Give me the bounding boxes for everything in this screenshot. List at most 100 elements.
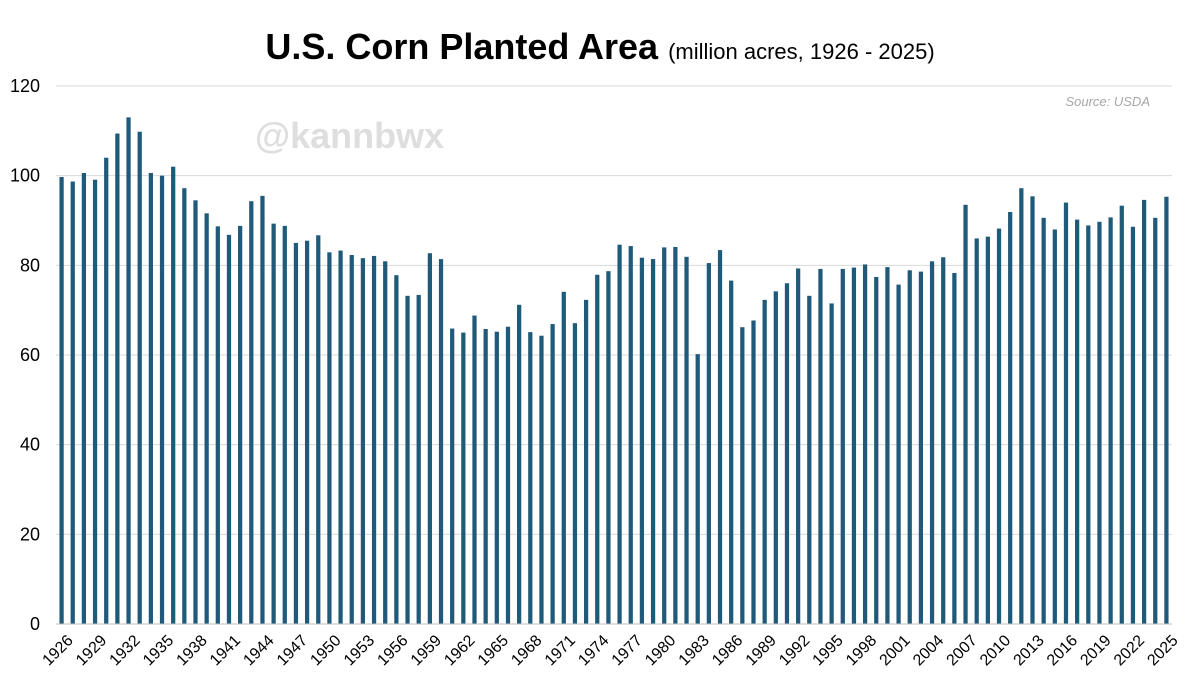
bar-1930 [104, 157, 109, 625]
x-tick-label: 2013 [1010, 632, 1047, 669]
bar-1940 [215, 226, 220, 624]
bar-1988 [751, 320, 756, 624]
bar-1980 [662, 247, 667, 624]
bar-1991 [784, 283, 790, 624]
y-tick-label: 0 [30, 614, 40, 634]
x-tick-label: 1992 [776, 632, 813, 669]
x-tick-label: 1962 [441, 632, 478, 669]
x-tick-label: 1953 [341, 632, 378, 669]
gridlines [56, 85, 1172, 535]
y-tick-label: 100 [10, 166, 40, 186]
bar-1938 [193, 200, 198, 624]
x-tick-label: 1929 [73, 632, 110, 669]
bar-2008 [974, 238, 979, 624]
bar-2018 [1086, 225, 1091, 624]
bar-1964 [483, 329, 488, 624]
bar-1981 [673, 246, 678, 624]
bar-1989 [762, 299, 767, 624]
bar-1953 [360, 258, 366, 624]
x-tick-label: 1926 [40, 632, 77, 669]
bar-2020 [1108, 217, 1113, 625]
y-tick-label: 80 [20, 255, 40, 275]
x-tick-label: 1974 [575, 632, 612, 669]
bar-2022 [1130, 226, 1136, 624]
bar-1951 [338, 250, 343, 625]
bar-1975 [606, 271, 611, 624]
bar-1958 [416, 294, 421, 624]
bar-2004 [929, 261, 935, 624]
chart-title-block: U.S. Corn Planted Area (million acres, 19… [0, 26, 1200, 68]
bar-2012 [1019, 188, 1024, 624]
bar-1974 [595, 274, 600, 624]
bar-1977 [628, 246, 633, 624]
bars [59, 117, 1169, 625]
bar-1962 [461, 332, 466, 624]
bar-1997 [851, 267, 857, 624]
bar-1966 [505, 326, 511, 624]
bar-1931 [115, 133, 120, 624]
x-tick-label: 1995 [810, 632, 847, 669]
bar-2000 [885, 267, 890, 624]
bar-1985 [717, 250, 723, 624]
bar-2009 [985, 236, 990, 624]
bar-1968 [528, 332, 533, 624]
bar-1969 [539, 335, 544, 624]
bar-1959 [427, 253, 432, 625]
bar-1990 [773, 291, 778, 624]
bar-1998 [862, 264, 868, 624]
bar-2017 [1075, 219, 1080, 624]
bar-2016 [1063, 202, 1069, 624]
bar-1992 [796, 268, 801, 624]
bar-2001 [896, 284, 901, 624]
bar-2011 [1008, 211, 1013, 625]
bar-2002 [907, 270, 912, 624]
bar-1942 [238, 225, 243, 624]
bar-1973 [583, 299, 589, 624]
bar-1986 [729, 280, 734, 624]
x-tick-label: 1944 [240, 632, 277, 669]
x-tick-label: 1932 [107, 632, 144, 669]
bar-1984 [706, 263, 711, 624]
bar-2005 [941, 257, 946, 624]
bar-2013 [1030, 196, 1035, 625]
bar-1976 [617, 244, 622, 624]
bar-2025 [1164, 196, 1169, 625]
y-tick-label: 20 [20, 524, 40, 544]
bar-2019 [1097, 221, 1102, 624]
bar-1944 [260, 195, 265, 624]
x-tick-label: 1935 [140, 632, 177, 669]
bar-1957 [405, 295, 410, 624]
x-tick-label: 2022 [1111, 632, 1148, 669]
y-tick-label: 40 [20, 435, 40, 455]
x-tick-label: 2001 [877, 632, 914, 669]
bar-2014 [1041, 217, 1046, 624]
x-tick-label: 1956 [374, 632, 411, 669]
bar-1954 [371, 255, 377, 625]
bar-2007 [963, 204, 968, 624]
x-tick-label: 1941 [207, 632, 244, 669]
bar-1996 [840, 268, 845, 624]
bar-1927 [70, 181, 75, 624]
x-tick-label: 1959 [408, 632, 445, 669]
bar-2003 [918, 271, 924, 624]
bar-1983 [695, 354, 700, 624]
bar-1995 [829, 303, 834, 624]
bar-1967 [517, 304, 522, 624]
y-axis-tick-labels: 0 20 40 60 80 100 120 [10, 76, 40, 634]
y-tick-label: 60 [20, 345, 40, 365]
bar-1987 [740, 327, 745, 624]
x-tick-label: 1968 [508, 632, 545, 669]
bar-1939 [204, 213, 209, 624]
bar-1950 [327, 252, 332, 624]
x-tick-label: 1950 [307, 632, 344, 669]
x-tick-label: 2004 [910, 632, 947, 669]
bar-1961 [450, 328, 455, 624]
x-tick-label: 2007 [944, 632, 981, 669]
bar-2021 [1119, 205, 1124, 624]
bar-1936 [171, 166, 176, 624]
bar-1993 [807, 295, 812, 624]
x-tick-label: 1971 [542, 632, 579, 669]
watermark: @kannbwx [255, 115, 444, 156]
bar-2010 [996, 228, 1002, 624]
bar-2015 [1052, 229, 1057, 624]
